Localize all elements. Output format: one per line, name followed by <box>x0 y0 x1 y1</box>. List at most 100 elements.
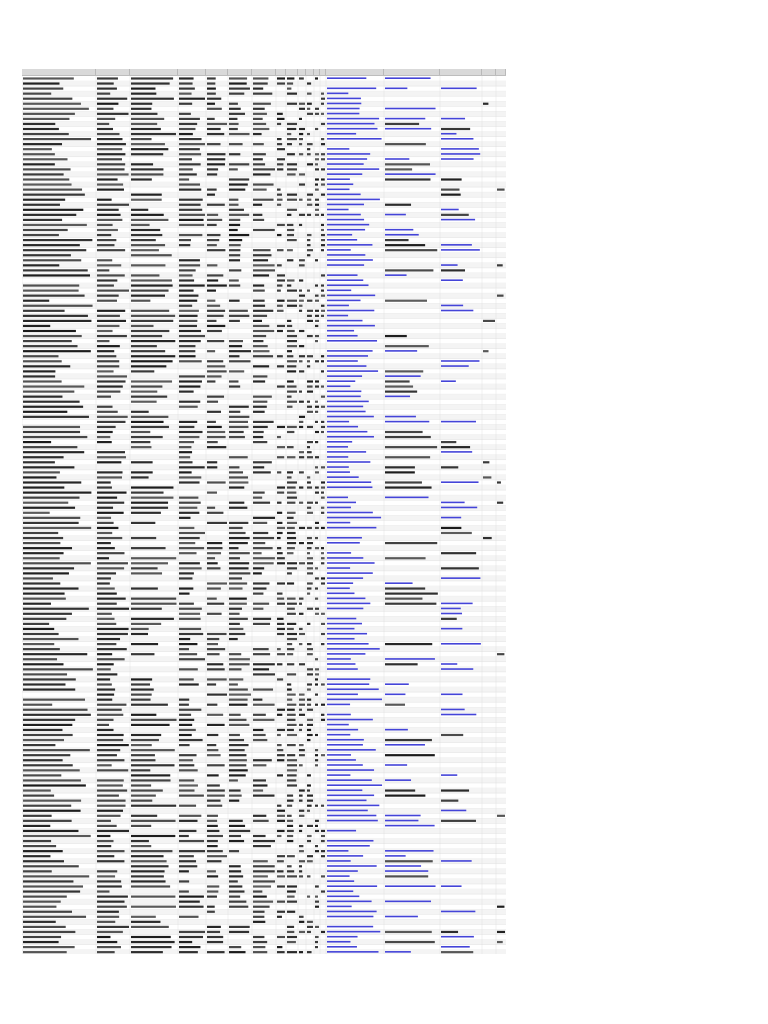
column-header-6[interactable] <box>228 69 252 75</box>
hyperlink-text <box>327 703 351 706</box>
cell-text <box>253 284 265 287</box>
cell-text <box>23 451 85 454</box>
column-header-13[interactable] <box>320 69 326 75</box>
column-header-1[interactable] <box>22 69 96 75</box>
cell-text <box>179 203 201 206</box>
column-header-17[interactable] <box>482 69 496 75</box>
cell-text <box>253 117 263 120</box>
cell-text <box>253 698 263 701</box>
cell-text <box>179 759 193 762</box>
hyperlink-text <box>327 678 371 680</box>
cell-text <box>23 314 88 317</box>
column-header-5[interactable] <box>206 69 228 75</box>
cell-text <box>179 173 197 176</box>
column-header-3[interactable] <box>130 69 178 75</box>
hyperlink-text <box>385 693 406 696</box>
cell-text <box>253 188 267 191</box>
cell-text <box>97 178 118 181</box>
hyperlink-text <box>327 900 372 903</box>
cell-text <box>277 329 283 333</box>
cell-text <box>287 935 297 939</box>
hyperlink-text <box>327 334 358 337</box>
cell-text <box>97 274 125 277</box>
cell-text <box>321 632 325 636</box>
hyperlink-text <box>327 542 360 544</box>
cell-text <box>315 203 319 206</box>
cell-text <box>253 218 265 221</box>
cell-text <box>315 309 319 312</box>
cell-text <box>287 622 297 625</box>
cell-text <box>23 435 88 439</box>
column-header-8[interactable] <box>276 69 286 75</box>
cell-text <box>131 759 156 762</box>
column-header-15[interactable] <box>384 69 440 75</box>
cell-text <box>253 784 268 787</box>
cell-text <box>287 365 297 368</box>
cell-text <box>307 319 313 322</box>
cell-text <box>253 102 271 105</box>
cell-text <box>315 845 319 848</box>
cell-text <box>287 82 294 85</box>
cell-text <box>229 526 243 530</box>
cell-text <box>287 193 297 196</box>
hyperlink-text <box>441 946 470 948</box>
cell-text <box>307 703 312 706</box>
cell-text <box>207 127 221 131</box>
cell-text <box>253 713 266 716</box>
cell-text <box>307 314 312 317</box>
cell-text <box>287 870 295 873</box>
column-header-18[interactable] <box>496 69 506 75</box>
cell-text <box>299 643 303 646</box>
column-header-14[interactable] <box>326 69 384 75</box>
column-header-4[interactable] <box>178 69 206 75</box>
hyperlink-text <box>327 289 352 292</box>
cell-text <box>23 117 70 120</box>
cell-text <box>229 471 244 474</box>
hyperlink-text <box>327 122 375 125</box>
cell-text <box>321 213 324 216</box>
cell-text <box>131 102 153 105</box>
hyperlink-text <box>441 693 463 696</box>
column-header-11[interactable] <box>306 69 314 75</box>
cell-text <box>253 789 264 792</box>
hyperlink-text <box>327 218 365 221</box>
cell-text <box>307 653 313 656</box>
cell-text <box>179 425 195 429</box>
cell-text <box>97 355 117 358</box>
cell-text <box>253 319 263 322</box>
hyperlink-text <box>441 910 476 913</box>
cell-text <box>229 112 245 115</box>
cell-text <box>131 769 151 772</box>
cell-text <box>441 178 462 181</box>
cell-text <box>287 784 297 787</box>
cell-text <box>321 168 325 171</box>
cell-text <box>131 824 152 827</box>
cell-text <box>97 839 114 843</box>
cell-text <box>385 446 438 449</box>
cell-text <box>97 77 118 80</box>
column-header-9[interactable] <box>286 69 298 75</box>
cell-text <box>287 163 297 166</box>
cell-text <box>179 784 198 787</box>
cell-text <box>307 809 310 812</box>
cell-text <box>179 678 194 681</box>
cell-text <box>441 799 459 802</box>
cell-text <box>229 183 248 186</box>
cell-text <box>23 461 55 464</box>
cell-text <box>287 643 293 646</box>
cell-text <box>277 804 282 807</box>
cell-text <box>287 213 292 216</box>
column-header-7[interactable] <box>252 69 276 75</box>
column-header-12[interactable] <box>314 69 320 75</box>
column-header-10[interactable] <box>298 69 306 75</box>
cell-text <box>131 935 171 939</box>
cell-text <box>321 713 325 716</box>
cell-text <box>253 168 275 171</box>
column-header-16[interactable] <box>440 69 482 75</box>
cell-text <box>23 385 85 388</box>
cell-text <box>315 703 318 706</box>
cell-text <box>23 481 82 484</box>
cell-text <box>207 890 219 893</box>
column-header-2[interactable] <box>96 69 130 75</box>
cell-text <box>97 834 111 838</box>
